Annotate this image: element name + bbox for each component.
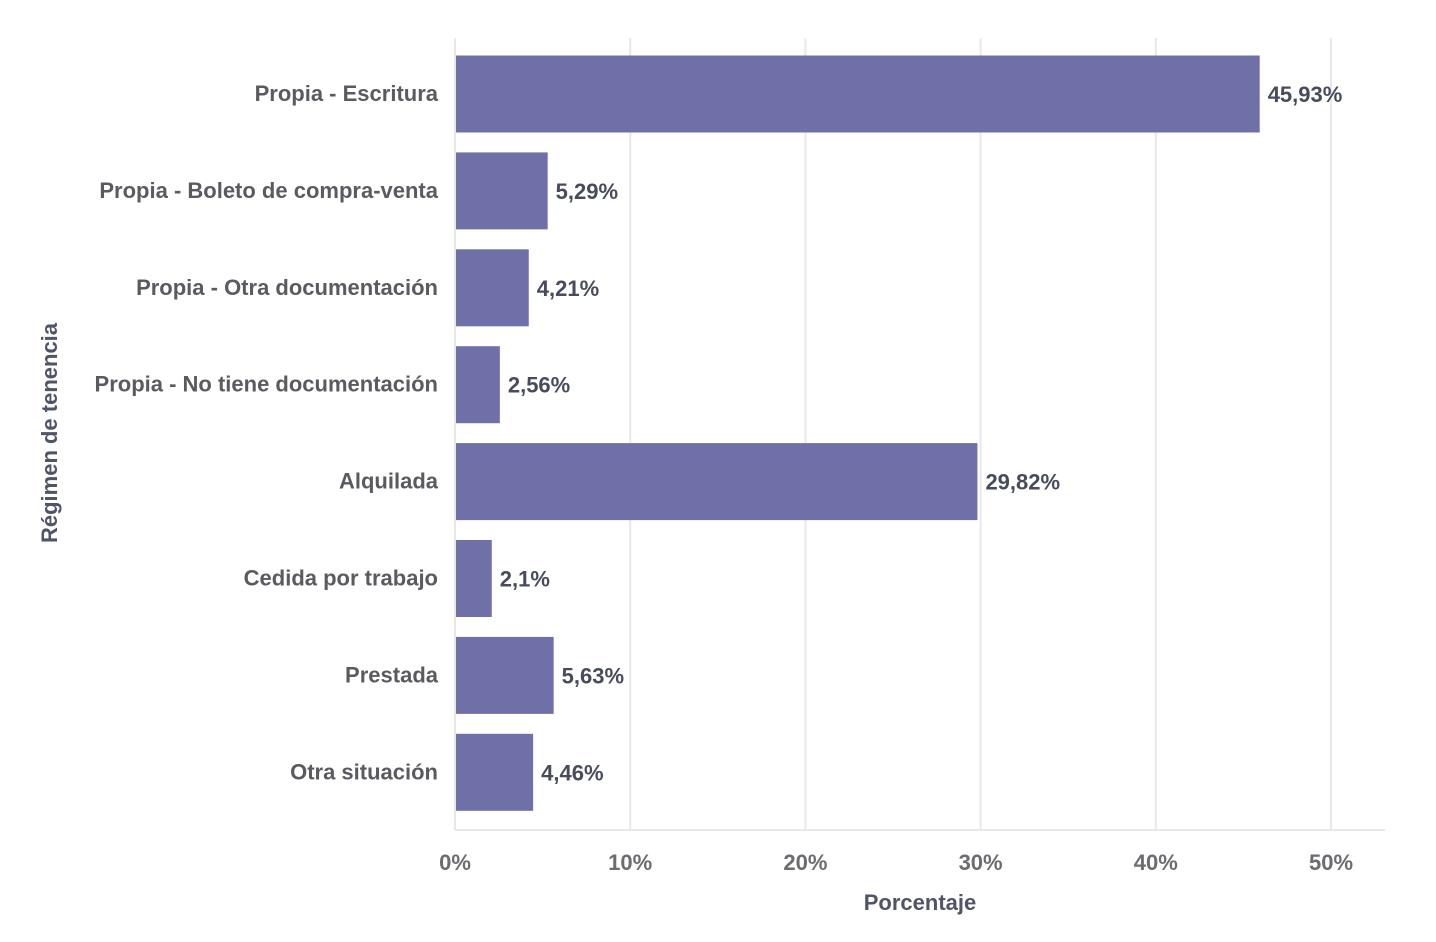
category-label: Prestada [345, 662, 439, 687]
x-axis-title: Porcentaje [864, 890, 977, 915]
category-label: Propia - Boleto de compra-venta [99, 178, 438, 203]
bar [456, 346, 500, 424]
x-tick-label: 30% [959, 850, 1003, 875]
bar [456, 636, 554, 714]
data-label: 5,63% [562, 663, 624, 688]
bar [456, 55, 1260, 133]
data-label: 4,21% [537, 276, 599, 301]
x-tick-label: 20% [783, 850, 827, 875]
data-label: 45,93% [1268, 82, 1343, 107]
data-label: 4,46% [541, 760, 603, 785]
category-label: Alquilada [339, 469, 439, 494]
x-tick-labels: 0% 10% 20% 30% 40% 50% [439, 850, 1353, 875]
data-label: 29,82% [985, 470, 1060, 495]
category-label: Propia - Otra documentación [136, 275, 438, 300]
category-labels: Propia - Escritura Propia - Boleto de com… [95, 81, 439, 784]
data-label: 2,56% [508, 373, 570, 398]
x-tick-label: 50% [1309, 850, 1353, 875]
bar [456, 540, 492, 617]
gridlines [454, 38, 1385, 831]
category-label: Propia - Escritura [255, 81, 439, 106]
category-label: Cedida por trabajo [244, 566, 438, 591]
bars: 45,93% 5,29% 4,21% 2,56% 29,82% 2,1% 5,63% 4,46… [456, 55, 1343, 811]
x-tick-label: 0% [439, 850, 471, 875]
bar [456, 733, 534, 811]
category-label: Propia - No tiene documentación [95, 372, 438, 397]
data-label: 5,29% [556, 179, 618, 204]
x-tick-label: 10% [608, 850, 652, 875]
data-label: 2,1% [500, 567, 550, 592]
category-label: Otra situación [290, 759, 438, 784]
bar [456, 249, 529, 327]
bar [456, 443, 978, 521]
x-tick-label: 40% [1134, 850, 1178, 875]
bar [456, 152, 548, 230]
y-axis-title: Régimen de tenencia [37, 322, 62, 543]
